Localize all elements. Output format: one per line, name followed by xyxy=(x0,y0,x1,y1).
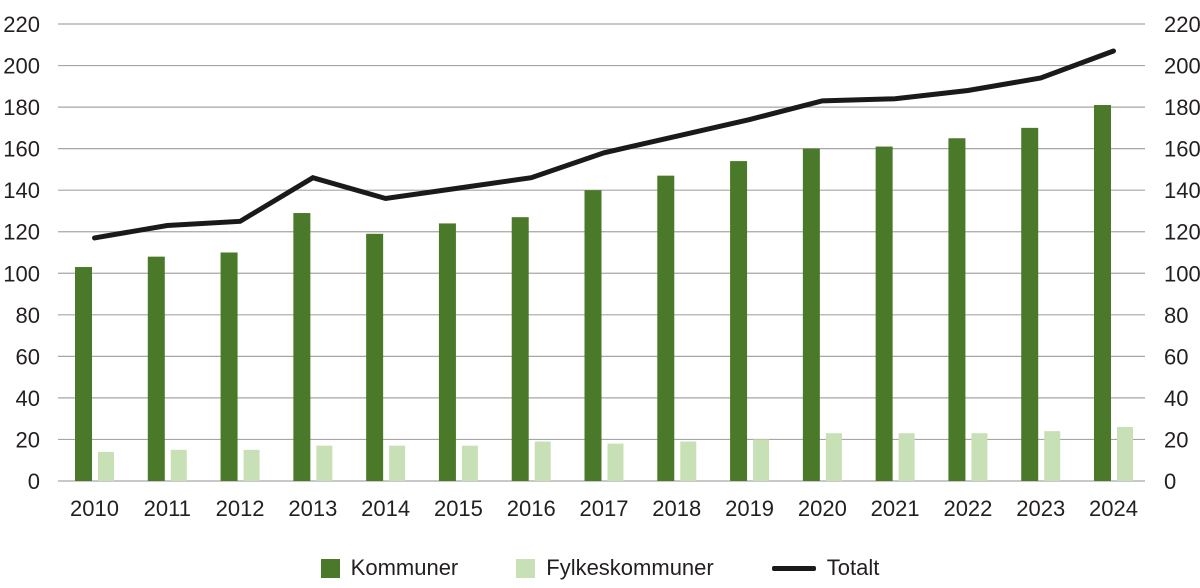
y-axis-tick-left: 20 xyxy=(16,427,40,452)
y-axis-tick-left: 180 xyxy=(3,95,40,120)
x-axis-label-2010: 2010 xyxy=(70,496,119,521)
y-axis-tick-right: 220 xyxy=(1164,12,1200,37)
legend-item-fylkeskommuner: Fylkeskommuner xyxy=(516,555,714,581)
x-axis-label-2020: 2020 xyxy=(798,496,847,521)
fylkeskommuner-swatch-icon xyxy=(516,558,536,578)
y-axis-tick-left: 100 xyxy=(3,261,40,286)
bar-fylkeskommuner-2015 xyxy=(461,445,478,481)
bar-kommuner-2011 xyxy=(147,256,165,481)
bar-kommuner-2014 xyxy=(366,233,384,481)
bar-fylkeskommuner-2017 xyxy=(607,443,624,481)
x-axis-label-2023: 2023 xyxy=(1016,496,1065,521)
legend-item-kommuner: Kommuner xyxy=(320,555,459,581)
x-axis-label-2013: 2013 xyxy=(288,496,337,521)
bar-kommuner-2017 xyxy=(584,190,602,481)
y-axis-tick-left: 80 xyxy=(16,303,40,328)
y-axis-tick-right: 0 xyxy=(1164,469,1176,494)
x-axis-label-2024: 2024 xyxy=(1089,496,1138,521)
bar-fylkeskommuner-2018 xyxy=(680,441,697,481)
y-axis-tick-right: 60 xyxy=(1164,344,1188,369)
kommuner-swatch-icon xyxy=(320,558,340,578)
bar-fylkeskommuner-2012 xyxy=(243,449,260,481)
y-axis-tick-right: 100 xyxy=(1164,261,1200,286)
totalt-line xyxy=(92,48,1117,241)
x-axis-label-2017: 2017 xyxy=(580,496,629,521)
y-axis-tick-left: 140 xyxy=(3,178,40,203)
bar-kommuner-2010 xyxy=(75,267,92,481)
bar-kommuner-2019 xyxy=(730,161,748,481)
totalt-line-swatch-icon xyxy=(771,565,816,571)
bar-fylkeskommuner-2016 xyxy=(534,441,551,481)
bar-fylkeskommuner-2014 xyxy=(389,445,406,481)
bar-fylkeskommuner-2013 xyxy=(316,445,333,481)
bar-fylkeskommuner-2020 xyxy=(825,433,842,481)
bar-fylkeskommuner-2021 xyxy=(898,433,915,481)
y-axis-tick-right: 120 xyxy=(1164,220,1200,245)
legend: Kommuner Fylkeskommuner Totalt xyxy=(0,553,1200,583)
bar-kommuner-2012 xyxy=(220,252,238,481)
bar-kommuner-2024 xyxy=(1094,105,1112,481)
y-axis-tick-right: 20 xyxy=(1164,427,1188,452)
x-axis-label-2016: 2016 xyxy=(507,496,556,521)
bar-kommuner-2021 xyxy=(875,146,893,482)
y-axis-tick-left: 40 xyxy=(16,386,40,411)
y-axis-tick-left: 200 xyxy=(3,54,40,79)
y-axis-tick-right: 40 xyxy=(1164,386,1188,411)
bar-kommuner-2020 xyxy=(802,148,820,482)
bar-fylkeskommuner-2022 xyxy=(971,433,988,481)
x-axis-label-2012: 2012 xyxy=(216,496,265,521)
y-axis-tick-right: 200 xyxy=(1164,54,1200,79)
bar-fylkeskommuner-2011 xyxy=(170,449,187,481)
bar-fylkeskommuner-2024 xyxy=(1117,426,1134,481)
y-axis-tick-right: 80 xyxy=(1164,303,1188,328)
y-axis-tick-right: 160 xyxy=(1164,137,1200,162)
bar-kommuner-2023 xyxy=(1021,127,1039,481)
x-axis-label-2022: 2022 xyxy=(943,496,992,521)
legend-label-kommuner: Kommuner xyxy=(350,555,459,580)
y-axis-tick-left: 220 xyxy=(3,12,40,37)
y-axis-tick-left: 160 xyxy=(3,137,40,162)
y-axis-tick-right: 140 xyxy=(1164,178,1200,203)
x-axis-label-2014: 2014 xyxy=(361,496,410,521)
x-axis-label-2019: 2019 xyxy=(725,496,774,521)
bar-fylkeskommuner-2023 xyxy=(1044,431,1061,481)
bar-fylkeskommuner-2010 xyxy=(98,451,114,481)
bar-fylkeskommuner-2019 xyxy=(753,439,770,481)
bar-kommuner-2016 xyxy=(511,217,529,481)
y-axis-tick-left: 0 xyxy=(28,469,40,494)
y-axis-tick-left: 120 xyxy=(3,220,40,245)
x-axis-label-2011: 2011 xyxy=(144,496,191,521)
legend-item-totalt: Totalt xyxy=(771,555,880,581)
bar-kommuner-2022 xyxy=(948,138,966,481)
legend-label-totalt: Totalt xyxy=(826,555,880,580)
x-axis-label-2015: 2015 xyxy=(434,496,483,521)
bar-kommuner-2013 xyxy=(293,213,311,482)
x-axis-label-2018: 2018 xyxy=(652,496,701,521)
bar-kommuner-2018 xyxy=(657,175,675,481)
y-axis-tick-right: 180 xyxy=(1164,95,1200,120)
y-axis-tick-left: 60 xyxy=(16,344,40,369)
bar-kommuner-2015 xyxy=(438,223,456,481)
x-axis-label-2021: 2021 xyxy=(871,496,920,521)
legend-label-fylkeskommuner: Fylkeskommuner xyxy=(546,555,714,580)
